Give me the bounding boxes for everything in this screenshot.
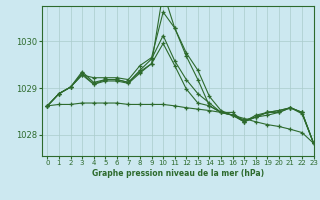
- X-axis label: Graphe pression niveau de la mer (hPa): Graphe pression niveau de la mer (hPa): [92, 169, 264, 178]
